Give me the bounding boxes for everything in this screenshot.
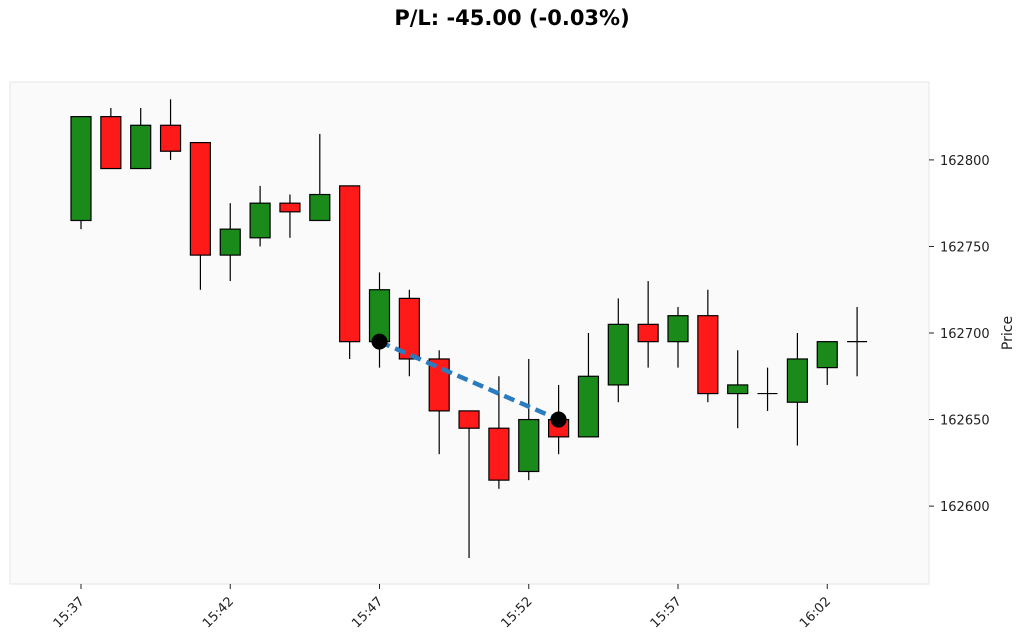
candle	[70, 116, 92, 230]
candle	[130, 107, 152, 170]
candle	[458, 410, 480, 559]
x-tick-label: 15:52	[498, 594, 535, 631]
trade-line	[378, 339, 560, 422]
candle	[786, 333, 809, 446]
candle	[368, 272, 391, 368]
entry-marker	[371, 333, 388, 350]
candle-body	[309, 193, 331, 222]
candle	[607, 298, 629, 403]
candle-body	[577, 375, 600, 438]
x-tick-label: 15:42	[200, 594, 237, 631]
y-tick-label: 162600	[940, 500, 990, 515]
trade-layer	[371, 333, 567, 428]
candle	[847, 307, 868, 377]
candle-body	[816, 341, 838, 369]
y-tick-label: 162800	[940, 154, 990, 169]
candle-body	[786, 358, 809, 403]
candle	[757, 367, 778, 411]
candle-body	[518, 418, 540, 473]
candles-layer	[70, 99, 868, 559]
candle	[488, 376, 510, 489]
candle-body	[727, 384, 749, 395]
candle-body	[339, 185, 361, 343]
x-axis: 15:37 15:42 15:47 15:52 15:57 16:02	[51, 584, 834, 631]
x-tick-label: 15:37	[51, 594, 88, 631]
candle-body	[130, 124, 152, 170]
candle-body	[70, 116, 92, 222]
candle	[577, 333, 600, 438]
candle-body	[667, 315, 689, 343]
candle	[339, 185, 361, 359]
candle	[697, 289, 719, 403]
candle-body	[279, 202, 301, 213]
candle-body	[189, 141, 211, 256]
candle-body	[637, 323, 659, 343]
candle	[159, 99, 182, 160]
candle	[667, 307, 689, 368]
y-axis-label: Price	[1000, 316, 1016, 350]
candle	[637, 281, 659, 368]
candle-body	[159, 124, 182, 152]
candle	[100, 107, 122, 170]
candle	[309, 133, 331, 222]
candle	[816, 341, 838, 385]
candle	[219, 203, 241, 282]
exit-marker	[550, 411, 567, 428]
y-axis: 162600 162650 162700 162750 162800	[929, 154, 990, 515]
candle	[279, 194, 301, 238]
candle-body	[607, 323, 629, 386]
candle-body	[488, 427, 510, 481]
x-tick-label: 15:47	[349, 594, 386, 631]
candle	[249, 185, 271, 247]
y-tick-label: 162650	[940, 414, 990, 429]
candle	[189, 141, 211, 290]
candle	[518, 358, 540, 481]
y-tick-label: 162700	[940, 327, 990, 342]
candle	[398, 289, 420, 377]
x-tick-label: 16:02	[797, 594, 834, 631]
x-tick-label: 15:57	[648, 594, 685, 631]
chart-title: P/L: -45.00 (-0.03%)	[394, 6, 630, 30]
y-tick-label: 162750	[940, 240, 990, 255]
candle	[727, 350, 749, 429]
candle-body	[697, 315, 719, 395]
candle-body	[219, 228, 241, 256]
candle-body	[398, 297, 420, 360]
candle-body	[249, 202, 271, 239]
candle-body	[458, 410, 480, 429]
candle-body	[100, 116, 122, 170]
